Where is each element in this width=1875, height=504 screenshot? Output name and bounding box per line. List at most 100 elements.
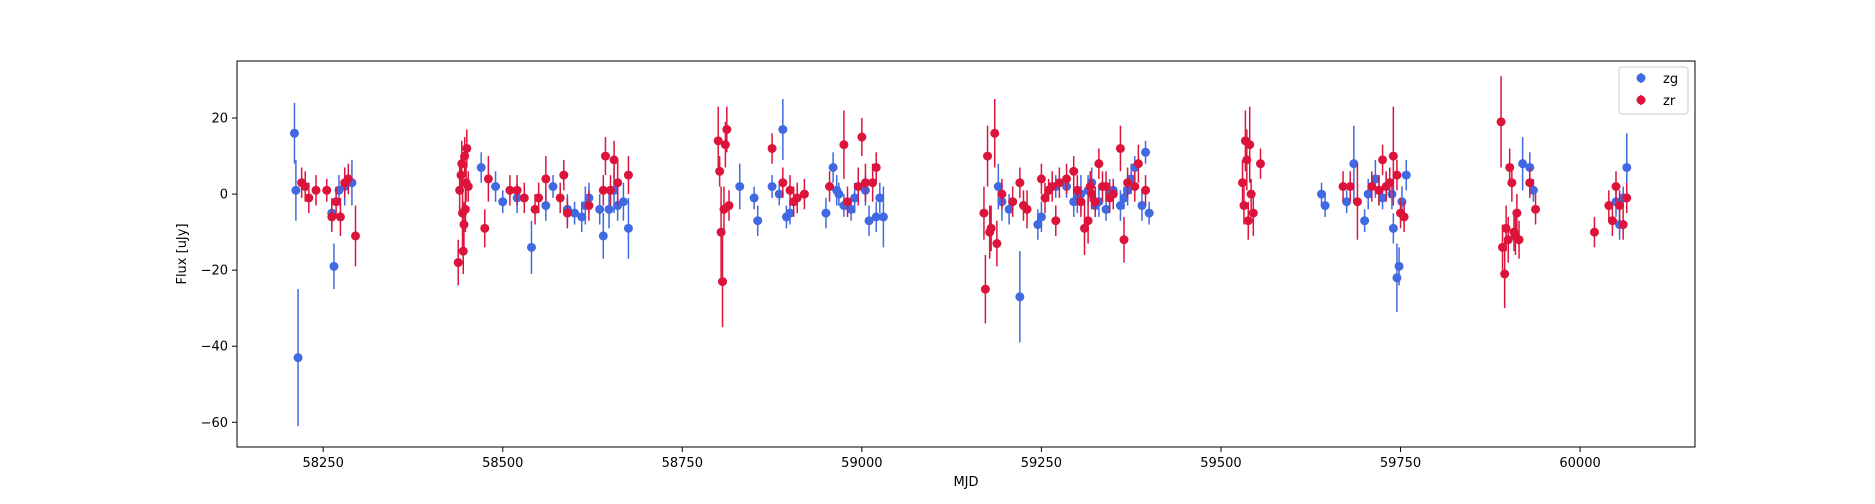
zr-data-point: [1345, 181, 1355, 191]
zr-data-point: [1496, 117, 1506, 127]
zr-data-point: [1248, 208, 1258, 218]
zr-data-point: [1388, 151, 1398, 161]
zg-data-point: [735, 181, 745, 191]
zg-data-point: [828, 162, 838, 172]
zg-data-point: [1141, 147, 1151, 157]
zr-data-point: [1036, 174, 1046, 184]
zr-data-point: [1108, 189, 1118, 199]
zg-data-point: [1137, 201, 1147, 211]
zr-data-point: [322, 185, 332, 195]
zg-data-point: [785, 208, 795, 218]
zr-data-point: [785, 185, 795, 195]
zg-data-point: [1392, 273, 1402, 283]
zr-data-point: [327, 212, 337, 222]
zr-data-point: [1505, 162, 1515, 172]
zg-data-point: [618, 197, 628, 207]
zg-data-point: [498, 197, 508, 207]
zg-data-point: [1388, 223, 1398, 233]
zr-data-point: [512, 185, 522, 195]
zg-data-point: [1401, 170, 1411, 180]
zr-data-point: [462, 143, 472, 153]
x-tick-label: 58750: [662, 456, 703, 471]
zr-data-point: [343, 174, 353, 184]
zr-data-point: [990, 128, 1000, 138]
zg-data-point: [476, 162, 486, 172]
zg-data-point: [577, 212, 587, 222]
zg-data-point: [1397, 197, 1407, 207]
zr-data-point: [460, 151, 470, 161]
legend-zg-marker: [1636, 73, 1646, 83]
zg-data-point: [491, 181, 501, 191]
zr-data-point: [335, 212, 345, 222]
zg-data-point: [993, 181, 1003, 191]
y-axis: −60 −40 −20 0 20: [201, 112, 237, 431]
zg-data-point: [1622, 162, 1632, 172]
zr-data-point: [1238, 178, 1248, 188]
zr-data-point: [1119, 235, 1129, 245]
zr-data-point: [453, 258, 463, 268]
zr-data-point: [1047, 181, 1057, 191]
zg-data-point: [749, 193, 759, 203]
zg-data-point: [1378, 193, 1388, 203]
zr-data-point: [1615, 201, 1625, 211]
zr-data-point: [1090, 197, 1100, 207]
zg-data-point: [846, 204, 856, 214]
zg-data-point: [878, 212, 888, 222]
zg-data-point: [1518, 159, 1528, 169]
zr-data-point: [1255, 159, 1265, 169]
zg-data-point: [604, 204, 614, 214]
legend-zr-marker: [1636, 95, 1646, 105]
zg-data-point: [1036, 212, 1046, 222]
zr-data-point: [1338, 181, 1348, 191]
x-tick-label: 58250: [303, 456, 344, 471]
zg-data-point: [293, 353, 303, 363]
zg-data-point: [1387, 189, 1397, 199]
zg-data-point: [1394, 261, 1404, 271]
series-zr: [297, 76, 1632, 328]
zr-data-point: [1243, 216, 1253, 226]
zr-data-point: [1352, 197, 1362, 207]
zr-data-point: [1374, 185, 1384, 195]
zr-data-point: [598, 185, 608, 195]
zr-data-point: [351, 231, 361, 241]
zr-data-point: [505, 185, 515, 195]
zr-data-point: [1133, 159, 1143, 169]
zg-data-point: [623, 223, 633, 233]
legend-zg-label: zg: [1663, 72, 1678, 87]
zr-data-point: [1367, 181, 1377, 191]
zg-data-point: [774, 189, 784, 199]
zr-data-point: [541, 174, 551, 184]
zr-data-point: [1507, 178, 1517, 188]
zr-data-point: [609, 155, 619, 165]
zr-data-point: [871, 162, 881, 172]
zr-data-point: [1246, 189, 1256, 199]
zr-data-point: [1054, 178, 1064, 188]
x-tick-label: 59500: [1200, 456, 1241, 471]
zr-data-point: [799, 189, 809, 199]
zr-data-point: [1087, 189, 1097, 199]
zr-data-point: [623, 170, 633, 180]
zg-data-point: [778, 124, 788, 134]
zg-data-point: [1342, 197, 1352, 207]
zr-data-point: [1080, 223, 1090, 233]
zr-data-point: [460, 204, 470, 214]
zr-data-point: [1072, 185, 1082, 195]
zr-data-point: [1607, 216, 1617, 226]
zg-data-point: [875, 193, 885, 203]
x-axis: 58250 58500 58750 59000 59250 59500 59750 60000: [303, 447, 1601, 471]
zg-data-point: [1119, 193, 1129, 203]
zg-data-point: [850, 193, 860, 203]
zr-data-point: [519, 193, 529, 203]
zr-data-point: [767, 143, 777, 153]
zr-data-point: [997, 189, 1007, 199]
zr-data-point: [562, 208, 572, 218]
zr-data-point: [1022, 204, 1032, 214]
zg-data-point: [753, 216, 763, 226]
zr-data-point: [792, 193, 802, 203]
zr-data-point: [724, 201, 734, 211]
zr-data-point: [722, 124, 732, 134]
zr-data-point: [1531, 204, 1541, 214]
zr-data-point: [1245, 140, 1255, 150]
zr-data-point: [304, 193, 314, 203]
